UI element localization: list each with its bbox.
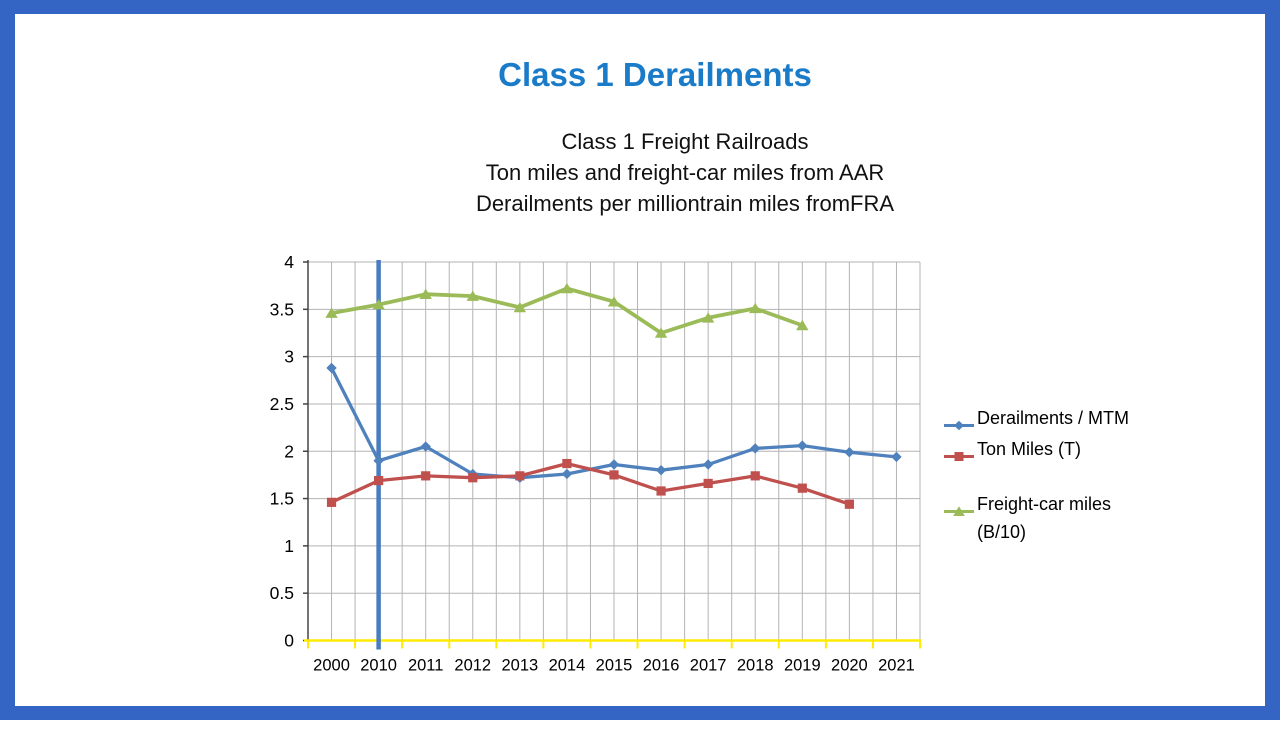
slide-background: Class 1 Derailments Class 1 Freight Rail… — [15, 14, 1265, 706]
svg-text:3.5: 3.5 — [270, 299, 294, 319]
y-axis: 0 0.5 1 1.5 2 2.5 3 3.5 4 — [270, 252, 309, 651]
chart-title-line-3: Derailments per milliontrain miles fromF… — [475, 191, 895, 216]
legend-item-freight-car-miles: Freight-car miles (B/10) — [944, 490, 1159, 546]
svg-text:2011: 2011 — [408, 657, 443, 675]
x-axis: 2000 2010 2011 2012 2013 2014 2015 2016 2017 2018… — [304, 639, 921, 675]
svg-text:2010: 2010 — [360, 657, 397, 675]
svg-text:2021: 2021 — [878, 657, 915, 675]
svg-text:2020: 2020 — [831, 657, 868, 675]
svg-text:4: 4 — [284, 252, 294, 272]
svg-text:2014: 2014 — [549, 657, 586, 675]
gridlines — [307, 261, 921, 641]
svg-text:2013: 2013 — [501, 657, 538, 675]
series-derailments-mtm — [326, 362, 902, 483]
svg-text:2.5: 2.5 — [270, 394, 294, 414]
legend-label: Derailments / MTM — [977, 408, 1130, 428]
svg-text:1: 1 — [284, 536, 294, 556]
svg-text:2018: 2018 — [737, 657, 774, 675]
chart-title-line-1: Class 1 Freight Railroads — [561, 129, 809, 154]
legend-item-derailments-mtm: Derailments / MTM — [944, 404, 1159, 432]
svg-text:0.5: 0.5 — [270, 583, 294, 603]
chart-legend: Derailments / MTM Ton Miles (T) Freight-… — [944, 404, 1159, 546]
red-square-line-icon — [944, 443, 974, 461]
chart-title-line-2: Ton miles and freight-car miles from AAR — [485, 160, 885, 185]
svg-text:2: 2 — [284, 441, 294, 461]
svg-text:2000: 2000 — [313, 657, 350, 675]
series-freight-car-miles-b-10 — [325, 282, 809, 338]
legend-label: Freight-car miles (B/10) — [977, 494, 1112, 542]
svg-text:2016: 2016 — [643, 657, 680, 675]
chart-title: Class 1 Freight Railroads Ton miles and … — [365, 126, 1005, 219]
svg-text:2019: 2019 — [784, 657, 821, 675]
blue-diamond-line-icon — [944, 412, 974, 431]
svg-text:2015: 2015 — [596, 657, 633, 675]
svg-text:0: 0 — [284, 631, 294, 651]
svg-text:1.5: 1.5 — [270, 489, 294, 509]
line-chart: 0 0.5 1 1.5 2 2.5 3 3.5 4 2000 2010 2011 2012 2013 201… — [270, 252, 921, 675]
legend-label: Ton Miles (T) — [977, 439, 1082, 459]
svg-text:2017: 2017 — [690, 657, 727, 675]
legend-item-ton-miles: Ton Miles (T) — [944, 435, 1159, 463]
green-triangle-line-icon — [944, 498, 974, 516]
series-ton-miles-t — [326, 458, 854, 509]
page-title: Class 1 Derailments — [498, 56, 812, 93]
svg-text:2012: 2012 — [454, 657, 491, 675]
svg-text:3: 3 — [284, 347, 294, 367]
